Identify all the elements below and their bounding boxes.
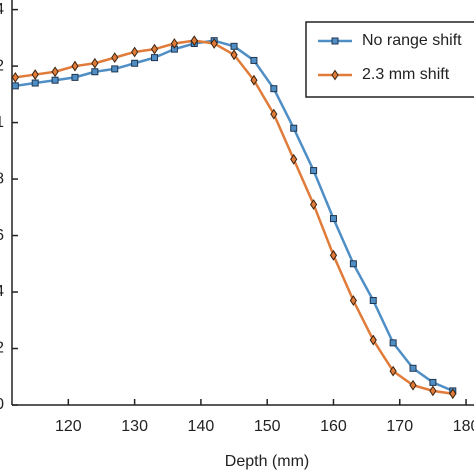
data-point [71,60,79,72]
data-point [310,167,318,175]
data-point [290,124,298,132]
data-point [429,385,437,397]
data-point [11,71,19,83]
x-tick-label: 130 [121,418,148,435]
data-point [111,65,119,73]
data-point [230,49,238,61]
data-point [51,76,59,84]
data-point [369,334,377,346]
y-tick-label: 0.4 [0,283,4,300]
data-point [91,68,99,76]
data-point [31,69,39,80]
x-tick-label: 150 [254,418,281,435]
data-point [349,295,357,306]
data-point [11,82,19,90]
data-point [409,379,417,391]
x-tick-label: 170 [386,418,413,435]
legend-label: 2.3 mm shift [362,66,450,83]
data-point [151,54,159,62]
data-point [329,249,338,261]
data-point [190,35,198,47]
data-point [51,66,59,78]
y-tick-label: 0.8 [0,170,4,187]
legend-marker [331,69,339,81]
data-point [131,46,139,58]
data-point [329,215,337,223]
data-point [150,43,159,55]
x-axis-label: Depth (mm) [225,453,309,470]
data-point [131,59,139,67]
y-tick-label: 1.4 [0,1,4,18]
data-point [429,378,437,386]
data-point [170,38,178,49]
data-point [250,74,258,86]
data-point [449,388,457,400]
data-point [389,339,397,347]
x-tick-label: 160 [320,418,347,435]
data-point [270,85,278,93]
legend-marker [331,37,339,45]
y-tick-label: 0 [0,396,4,413]
data-point [31,79,39,87]
data-point [349,260,357,268]
data-point [309,199,318,210]
legend-box [305,21,474,98]
x-tick-label: 140 [188,418,215,435]
data-point [389,365,397,377]
y-tick-label: 1 [0,114,4,131]
y-tick-label: 1.2 [0,57,4,74]
data-point [270,108,278,120]
x-tick-label: 120 [55,418,82,435]
data-point [409,364,417,372]
y-tick-label: 0.6 [0,227,4,244]
data-point [210,38,218,49]
data-point [290,153,298,165]
data-point [230,42,238,50]
data-point [111,52,119,64]
data-point [71,73,79,81]
data-point [250,56,258,64]
legend-label: No range shift [362,32,462,49]
data-point [369,297,377,305]
y-tick-label: 0.2 [0,340,4,357]
data-point [91,57,99,69]
x-tick-label: 180 [453,418,474,435]
